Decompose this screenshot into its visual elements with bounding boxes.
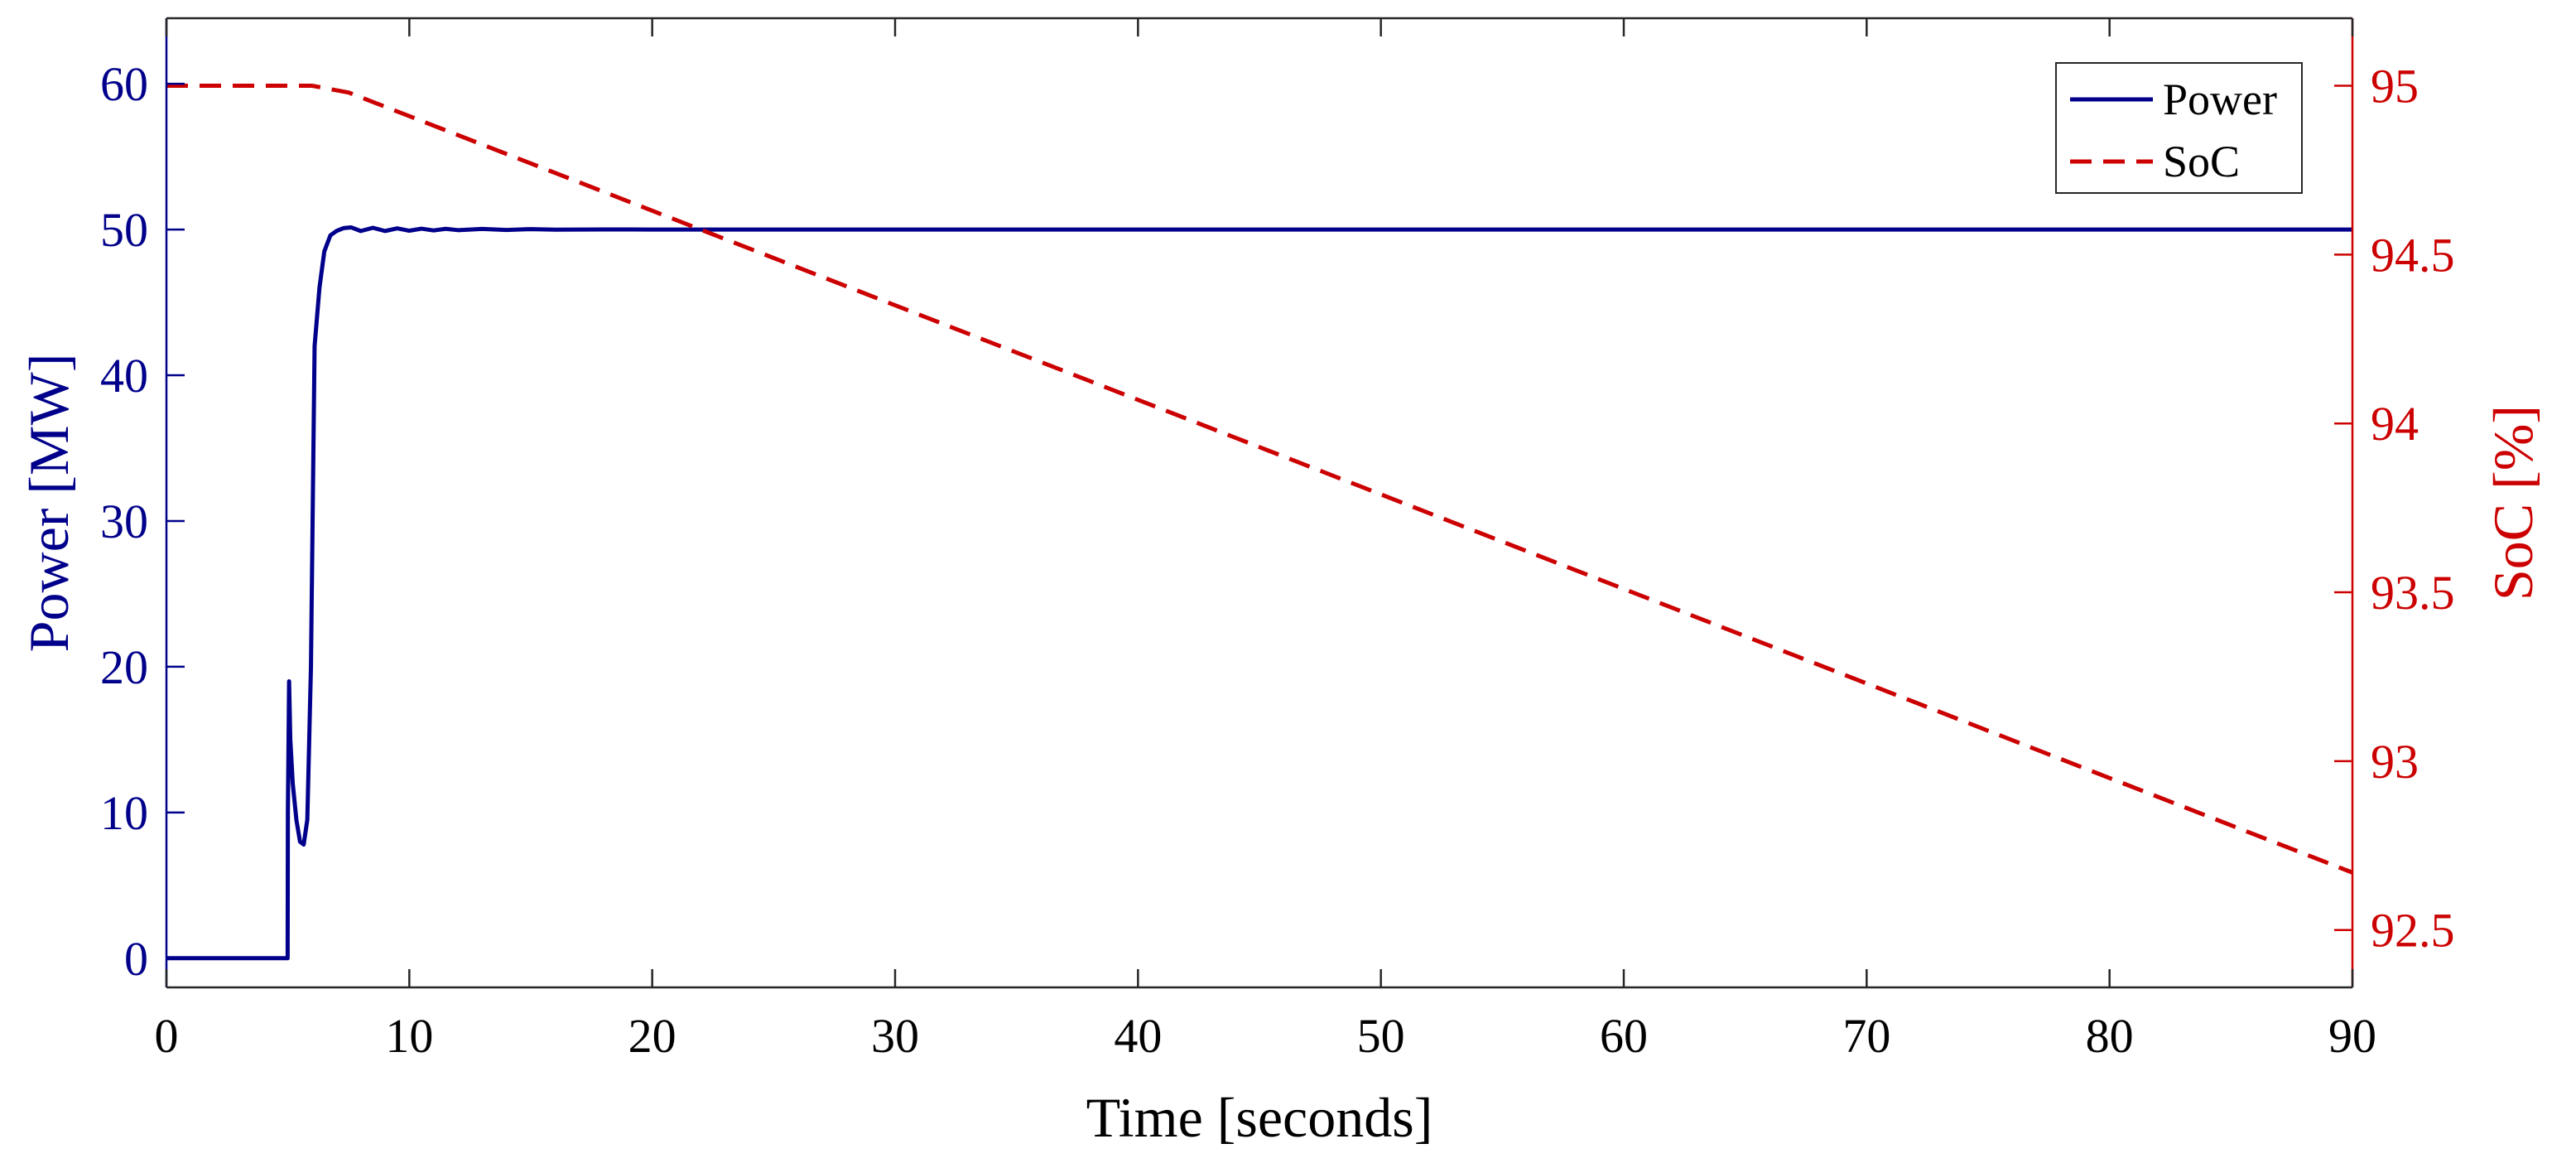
y-left-tick-label: 20 — [100, 640, 148, 694]
y-right-tick-label: 93 — [2371, 735, 2419, 789]
x-tick-label: 0 — [155, 1009, 179, 1063]
y-left-tick-label: 30 — [100, 495, 148, 548]
y-right-tick-label: 93.5 — [2371, 566, 2455, 620]
y-left-tick-label: 10 — [100, 786, 148, 840]
x-tick-label: 10 — [385, 1009, 433, 1063]
x-tick-label: 90 — [2328, 1009, 2376, 1063]
legend: Power SoC — [2055, 62, 2303, 194]
y-left-tick-label: 60 — [100, 57, 148, 111]
series-line-soc — [166, 84, 2353, 875]
x-tick-label: 20 — [628, 1009, 677, 1063]
y-left-tick-label: 40 — [100, 349, 148, 403]
x-axis-title: Time [seconds] — [1086, 1086, 1433, 1149]
x-tick-label: 50 — [1357, 1009, 1405, 1063]
x-tick-label: 70 — [1842, 1009, 1890, 1063]
legend-label-power: Power — [2163, 75, 2277, 124]
y-left-tick-label: 0 — [124, 932, 148, 986]
y-right-tick-label: 94.5 — [2371, 228, 2455, 282]
y-right-tick-label: 94 — [2371, 397, 2419, 451]
series-layer — [166, 84, 2353, 961]
x-tick-label: 30 — [871, 1009, 919, 1063]
series-line-power — [166, 224, 2352, 961]
y-right-axis-title: SoC [%] — [2482, 405, 2545, 601]
plot-background — [166, 18, 2352, 987]
x-tick-label: 40 — [1114, 1009, 1162, 1063]
y-right-tick-label: 92.5 — [2371, 904, 2455, 958]
y-right-tick-label: 95 — [2371, 60, 2419, 113]
y-left-tick-label: 50 — [100, 203, 148, 257]
plot-area — [166, 18, 2352, 987]
y-left-axis-title: Power [MW] — [17, 354, 80, 653]
x-tick-label: 60 — [1600, 1009, 1648, 1063]
legend-label-soc: SoC — [2163, 137, 2240, 186]
legend-box — [2055, 62, 2303, 194]
axes-layer: 0 10 20 30 40 50 60 70 80 90 0 10 20 30 40 50 60 92.5 93 93… — [100, 17, 2455, 1063]
x-tick-label: 80 — [2086, 1009, 2134, 1063]
